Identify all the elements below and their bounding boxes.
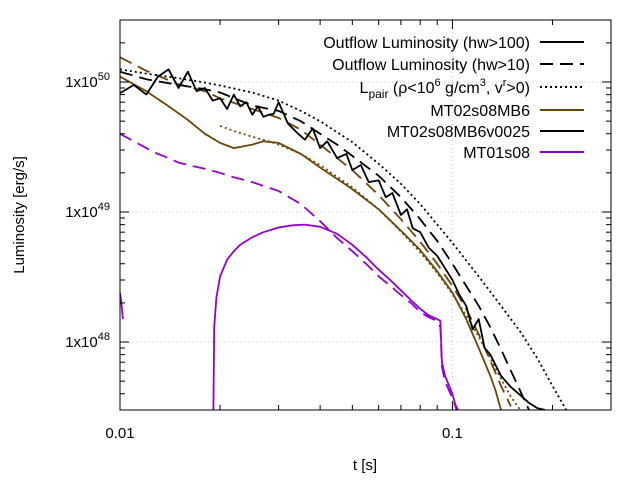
axes [119,19,612,411]
plot-frame [119,19,612,411]
legend-item-3: MT02s08MB6 [430,103,584,120]
legend-label: MT01s08 [463,145,530,162]
legend-label: MT02s08MB6v0025 [387,124,530,141]
y-axis-label: Luminosity [erg/s] [11,156,28,274]
x-tick-label: 0.01 [105,425,134,442]
series-line-mt02s08mb6-solid-0 [120,75,502,410]
x-tick-label: 0.1 [442,425,463,442]
series-line-mt01s08-dashed-7 [120,133,458,410]
y-tick-label: 1x1050 [65,71,110,91]
series-line-mt02s08mb6-dashed-1 [120,56,512,407]
ticks: 0.01 0.1 1x1048 1x1049 1x1050 [65,20,611,442]
x-axis-label: t [s] [353,457,377,474]
y-tick-label: 1x1048 [65,331,110,351]
legend-label: Outflow Luminosity (hw>10) [332,57,530,74]
legend: Outflow Luminosity (hw>100) Outflow Lumin… [323,35,584,162]
series-line-mt02s08mb6-dotted-2 [219,125,522,410]
legend-item-5: MT01s08 [463,145,584,162]
series-line-mt02s08mb6v0025-dashed-4 [120,70,530,410]
legend-item-4: MT02s08MB6v0025 [387,124,584,141]
legend-label: MT02s08MB6 [430,103,530,120]
legend-label: Outflow Luminosity (hw>100) [323,35,530,52]
legend-item-1: Outflow Luminosity (hw>10) [332,57,584,74]
legend-item-0: Outflow Luminosity (hw>100) [323,35,584,52]
legend-item-2: Lpair (ρ<106 g/cm3, vr>0) [360,77,584,101]
series-line-mt02s08mb6v0025-solid-3 [120,68,546,410]
y-tick-label: 1x1049 [65,201,110,221]
series-group [120,56,567,410]
legend-label: Lpair (ρ<106 g/cm3, vr>0) [360,77,530,101]
series-line-mt02s08mb6v0025-dotted-5 [120,68,567,410]
